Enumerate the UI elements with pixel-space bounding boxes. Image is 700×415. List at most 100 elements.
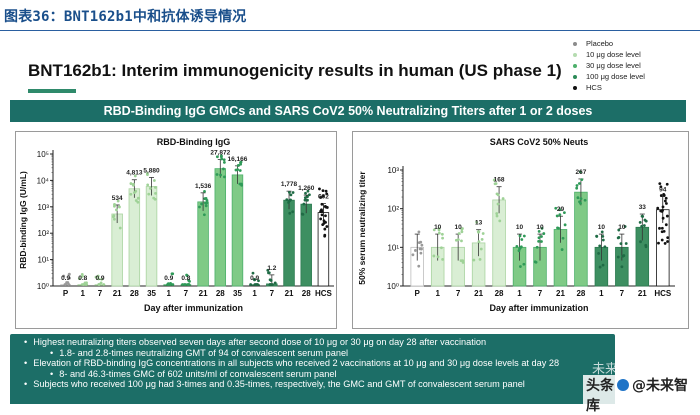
data-point [432,228,436,232]
neuts-chart: SARS CoV2 50% Neuts 50% serum neutralizin… [357,137,675,313]
data-point [417,230,421,234]
data-point [96,274,100,278]
data-point [136,196,140,200]
data-point [222,167,225,171]
data-point [154,191,157,195]
data-point [665,202,668,205]
data-point [223,175,226,179]
data-label: 1.2 [267,265,276,272]
data-point [558,213,562,217]
data-point [271,283,274,286]
data-point [268,283,272,286]
data-point [325,225,329,228]
data-point [255,283,259,286]
data-point [600,230,604,234]
data-point [662,230,666,233]
data-point [437,231,441,235]
data-point [115,208,118,212]
data-point [118,205,121,209]
data-point [623,225,627,228]
x-tick-label: 7 [270,289,275,298]
data-point [203,189,206,193]
data-point [542,232,546,235]
data-point [616,255,620,259]
data-point [658,226,661,230]
data-point [323,205,327,208]
data-point [83,281,87,285]
data-point [186,283,190,286]
data-point [659,185,663,189]
data-label: 0.8 [78,275,87,282]
x-axis-label: Day after immunization [489,303,588,313]
data-point [437,227,441,231]
legend-label: Placebo [586,39,614,48]
bar [111,213,123,287]
data-label: 1,260 [298,185,315,192]
data-point [522,262,526,266]
x-tick-label: 21 [113,289,122,298]
data-label: 10 [618,224,626,231]
data-point [644,219,648,223]
bar [300,203,312,287]
data-point [239,161,242,165]
data-point [133,174,137,178]
data-point [495,214,499,218]
data-point [215,155,219,159]
data-point [269,279,273,282]
data-point [480,237,484,241]
data-point [77,277,81,281]
data-label: 4,813 [126,170,143,177]
document-caption: 图表36：BNT162b1中和抗体诱导情况 [4,9,247,25]
chart-title: SARS CoV2 50% Neuts [490,137,589,147]
data-point [198,205,201,209]
data-point [320,213,324,217]
data-point [601,234,605,238]
data-point [184,283,187,286]
legend-swatch [573,74,577,79]
data-point [561,236,565,240]
data-label: 1,778 [281,181,298,188]
data-point [320,202,324,206]
data-point [664,223,668,227]
data-point [534,260,538,264]
data-point [666,236,670,240]
data-point [560,248,564,251]
neuts-chart-panel: SARS CoV2 50% Neuts 50% serum neutralizin… [352,131,689,329]
data-label: 0.8 [181,275,190,282]
data-point [204,204,208,208]
data-point [662,193,666,197]
data-point [522,234,526,238]
data-point [67,283,71,286]
summary-bullet: Highest neutralizing titers observed sev… [24,337,609,348]
data-label: 5,880 [143,167,160,174]
igg-chart-panel: RBD-Binding IgG RBD-binding IgG (U/mL) 10⁰… [15,131,337,329]
x-tick-label: 7 [184,289,189,298]
data-point [99,281,103,285]
data-label: 33 [639,204,647,211]
legend-label: HCS [586,83,602,92]
data-point [253,278,256,282]
data-point [97,283,101,286]
legend-swatch [573,63,577,68]
data-point [578,170,582,174]
legend-item: 10 μg dose level [573,49,645,60]
data-label: 13 [475,220,483,227]
data-point [322,219,326,223]
data-point [321,189,325,192]
data-point [498,219,502,223]
data-point [171,283,175,286]
data-point [131,183,135,187]
data-point [436,255,440,259]
watermark-ghost: 未来智库 [592,362,645,377]
data-point [537,236,541,240]
data-point [475,220,479,224]
x-tick-label: 21 [556,289,565,298]
data-point [133,191,136,195]
data-point [595,234,598,238]
data-point [205,201,209,205]
x-tick-label: 7 [98,289,103,298]
data-point [236,168,240,172]
data-point [456,238,460,242]
data-point [267,271,271,275]
data-point [289,193,293,197]
